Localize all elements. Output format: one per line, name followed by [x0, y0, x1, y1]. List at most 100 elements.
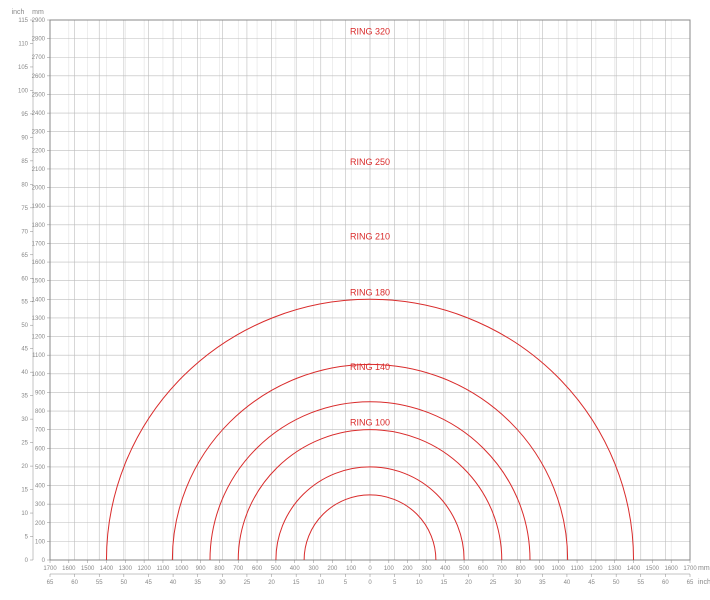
- svg-text:2000: 2000: [32, 186, 46, 192]
- unit-label-inch-y: inch: [12, 9, 25, 16]
- svg-text:40: 40: [170, 580, 177, 586]
- svg-text:1000: 1000: [32, 372, 46, 378]
- svg-text:65: 65: [687, 580, 694, 586]
- svg-text:1200: 1200: [589, 566, 603, 572]
- unit-label-inch-x: inch: [698, 579, 710, 586]
- svg-text:15: 15: [21, 488, 28, 494]
- svg-text:20: 20: [21, 464, 28, 470]
- ring-label: RING 250: [350, 157, 390, 167]
- unit-label-mm-y: mm: [32, 9, 44, 16]
- svg-text:40: 40: [564, 580, 571, 586]
- svg-text:60: 60: [21, 276, 28, 282]
- svg-text:0: 0: [368, 566, 372, 572]
- svg-text:2600: 2600: [32, 74, 46, 80]
- svg-text:300: 300: [35, 502, 46, 508]
- svg-text:35: 35: [539, 580, 546, 586]
- svg-text:5: 5: [25, 535, 29, 541]
- svg-text:65: 65: [47, 580, 54, 586]
- ring-label: RING 140: [350, 362, 390, 372]
- svg-text:2200: 2200: [32, 148, 46, 154]
- ring-label: RING 320: [350, 27, 390, 37]
- svg-text:25: 25: [244, 580, 251, 586]
- svg-text:200: 200: [35, 521, 46, 527]
- svg-text:2500: 2500: [32, 92, 46, 98]
- svg-text:1600: 1600: [62, 566, 76, 572]
- svg-text:1700: 1700: [683, 566, 697, 572]
- svg-text:900: 900: [196, 566, 207, 572]
- svg-text:800: 800: [214, 566, 225, 572]
- svg-text:2700: 2700: [32, 55, 46, 61]
- svg-text:1100: 1100: [156, 566, 170, 572]
- svg-text:100: 100: [35, 539, 46, 545]
- svg-text:0: 0: [368, 580, 372, 586]
- svg-text:1500: 1500: [646, 566, 660, 572]
- svg-text:700: 700: [233, 566, 244, 572]
- svg-text:55: 55: [637, 580, 644, 586]
- svg-text:100: 100: [18, 88, 29, 94]
- svg-text:110: 110: [18, 41, 28, 47]
- svg-text:400: 400: [35, 484, 46, 490]
- svg-text:90: 90: [21, 135, 28, 141]
- svg-text:95: 95: [21, 112, 28, 118]
- svg-text:200: 200: [327, 566, 338, 572]
- svg-text:200: 200: [403, 566, 414, 572]
- svg-text:30: 30: [21, 417, 28, 423]
- svg-text:1900: 1900: [32, 204, 46, 210]
- svg-text:70: 70: [21, 229, 28, 235]
- svg-text:600: 600: [252, 566, 263, 572]
- svg-text:2100: 2100: [32, 167, 46, 173]
- svg-text:105: 105: [18, 65, 29, 71]
- svg-text:60: 60: [71, 580, 78, 586]
- svg-text:1600: 1600: [664, 566, 678, 572]
- svg-text:1400: 1400: [627, 566, 641, 572]
- svg-text:20: 20: [465, 580, 472, 586]
- svg-text:1100: 1100: [32, 353, 46, 359]
- svg-text:1600: 1600: [32, 260, 46, 266]
- svg-text:5: 5: [344, 580, 348, 586]
- svg-text:1500: 1500: [32, 279, 46, 285]
- svg-text:15: 15: [293, 580, 300, 586]
- svg-text:800: 800: [35, 409, 46, 415]
- svg-text:500: 500: [271, 566, 282, 572]
- svg-text:400: 400: [290, 566, 301, 572]
- svg-text:85: 85: [21, 159, 28, 165]
- svg-text:50: 50: [613, 580, 620, 586]
- svg-text:5: 5: [393, 580, 397, 586]
- svg-text:45: 45: [145, 580, 152, 586]
- svg-text:1000: 1000: [552, 566, 566, 572]
- svg-text:600: 600: [35, 446, 46, 452]
- svg-text:1200: 1200: [32, 335, 46, 341]
- svg-text:80: 80: [21, 182, 28, 188]
- svg-text:500: 500: [35, 465, 46, 471]
- ring-label: RING 100: [350, 418, 390, 428]
- chart-svg: RING 320RING 250RING 210RING 180RING 140…: [0, 0, 710, 600]
- svg-text:900: 900: [534, 566, 545, 572]
- svg-text:300: 300: [421, 566, 432, 572]
- svg-text:0: 0: [42, 558, 46, 564]
- svg-text:15: 15: [441, 580, 448, 586]
- svg-text:10: 10: [416, 580, 423, 586]
- svg-text:2900: 2900: [32, 18, 46, 24]
- svg-text:45: 45: [21, 347, 28, 353]
- svg-text:55: 55: [96, 580, 103, 586]
- svg-text:10: 10: [21, 511, 28, 517]
- svg-text:300: 300: [309, 566, 320, 572]
- svg-text:2800: 2800: [32, 37, 46, 43]
- svg-text:1100: 1100: [571, 566, 585, 572]
- svg-text:1200: 1200: [137, 566, 151, 572]
- svg-text:35: 35: [194, 580, 201, 586]
- svg-text:700: 700: [35, 428, 46, 434]
- svg-text:400: 400: [440, 566, 451, 572]
- svg-text:35: 35: [21, 394, 28, 400]
- svg-text:30: 30: [514, 580, 521, 586]
- svg-text:1300: 1300: [32, 316, 46, 322]
- svg-text:1400: 1400: [32, 297, 46, 303]
- svg-text:700: 700: [497, 566, 508, 572]
- ring-label: RING 210: [350, 231, 390, 241]
- svg-text:45: 45: [588, 580, 595, 586]
- svg-text:1800: 1800: [32, 223, 46, 229]
- svg-text:25: 25: [21, 441, 28, 447]
- svg-text:1700: 1700: [43, 566, 57, 572]
- svg-text:40: 40: [21, 370, 28, 376]
- ring-chart: RING 320RING 250RING 210RING 180RING 140…: [0, 0, 710, 600]
